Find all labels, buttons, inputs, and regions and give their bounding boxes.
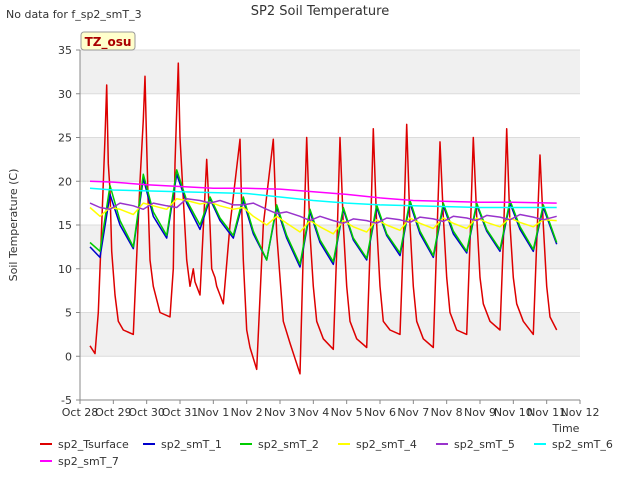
series-line-sp2_smT_5 [89,198,557,225]
series-line-sp2_smT_7 [89,180,557,204]
legend-label: sp2_smT_1 [161,438,222,451]
no-data-note: No data for f_sp2_smT_3 [6,8,142,21]
x-tick-label: Nov 3 [264,406,296,419]
y-tick-label: -5 [61,394,72,407]
y-tick-label: 30 [58,88,72,101]
plot-band [80,50,580,94]
plot-band [80,312,580,357]
legend-item: sp2_Tsurface [40,438,129,451]
y-tick-label: 0 [65,350,72,363]
series-line-sp2_smT_6 [89,187,557,209]
legend-item: sp2_smT_1 [143,438,222,451]
legend-label: sp2_smT_6 [552,438,613,451]
x-tick-label: Nov 7 [397,406,429,419]
x-tick-label: Nov 2 [231,406,263,419]
x-tick-label: Nov 4 [297,406,329,419]
legend-label: sp2_smT_7 [58,455,119,468]
chart-title: SP2 Soil Temperature [251,4,389,19]
x-tick-label: Nov 6 [364,406,396,419]
legend: sp2_Tsurface sp2_smT_1 sp2_smT_2 sp2_smT_4 s… [40,438,613,468]
x-tick-label: Oct 31 [162,406,199,419]
x-tick-label: Oct 28 [62,406,99,419]
tag-box: TZ_osu [80,31,136,51]
y-tick-label: 5 [65,307,72,320]
y-tick-label: 15 [58,219,72,232]
series-line-sp2_smT_2 [89,169,558,266]
legend-label: sp2_smT_4 [356,438,417,451]
x-tick-label: Nov 5 [331,406,363,419]
legend-item: sp2_smT_5 [436,438,515,451]
legend-item: sp2_smT_6 [534,438,613,451]
series-line-sp2_smT_4 [89,198,557,235]
y-tick-label: 10 [58,263,72,276]
y-tick-label: 35 [58,44,72,57]
plot-band [80,137,580,182]
legend-label: sp2_smT_5 [454,438,515,451]
x-tick-label: Oct 29 [95,406,132,419]
y-axis-label: Soil Temperature (C) [7,169,20,282]
x-tick-label: Nov 10 [494,406,533,419]
y-tick-label: 20 [58,175,72,188]
x-tick-label: Oct 30 [128,406,165,419]
x-tick-label: Nov 9 [464,406,496,419]
x-tick-label: Nov 11 [527,406,566,419]
x-axis-label: Time [552,422,580,435]
y-tick-label: 25 [58,132,72,145]
legend-label: sp2_smT_2 [258,438,319,451]
legend-item: sp2_smT_2 [240,438,319,451]
x-tick-label: Nov 1 [197,406,229,419]
x-tick-label: Nov 12 [561,406,600,419]
legend-item: sp2_smT_7 [40,455,119,468]
legend-item: sp2_smT_4 [338,438,417,451]
grid [80,49,580,401]
series-layer [89,62,558,375]
x-tick-label: Nov 8 [431,406,463,419]
tag-label: TZ_osu [85,35,132,50]
legend-label: sp2_Tsurface [58,438,129,451]
